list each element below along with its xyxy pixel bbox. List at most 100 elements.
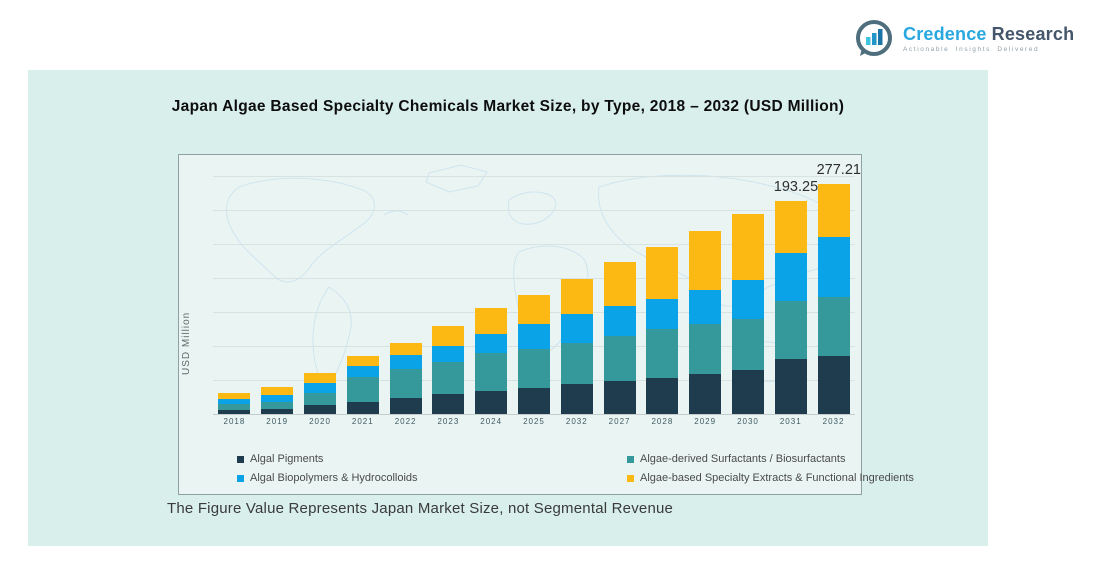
bar-segment-series-0	[560, 384, 593, 414]
bar-segment-series-0	[646, 378, 679, 414]
stacked-bar	[517, 294, 550, 414]
stacked-bar	[218, 393, 251, 414]
bar-segment-series-3	[475, 307, 508, 334]
logo-name-credence: Credence	[903, 23, 987, 44]
stacked-bar	[475, 307, 508, 414]
bar-segment-series-3	[303, 372, 336, 384]
stacked-bar	[774, 200, 807, 414]
stacked-bar	[646, 247, 679, 414]
bar-segment-series-2	[560, 314, 593, 344]
bar-segment-series-1	[689, 324, 722, 375]
bar-segment-series-1	[646, 329, 679, 379]
bar-segment-series-3	[389, 342, 422, 356]
bar-slot	[299, 155, 342, 414]
bar-segment-series-2	[432, 345, 465, 362]
bar-segment-series-0	[731, 370, 764, 414]
legend-label: Algal Pigments	[250, 453, 324, 465]
stacked-bar	[303, 372, 336, 414]
bar-segment-series-3	[346, 355, 379, 366]
bar-segment-series-1	[432, 361, 465, 395]
bar-slot	[684, 155, 727, 414]
bar-segment-series-1	[731, 318, 764, 371]
stacked-bar	[603, 262, 636, 414]
chart-title: Japan Algae Based Specialty Chemicals Ma…	[171, 98, 845, 115]
bar-segment-series-0	[303, 404, 336, 414]
bar-segment-series-1	[475, 353, 508, 391]
bar-slot	[213, 155, 256, 414]
x-tick-label: 2023	[437, 417, 460, 426]
bar-segment-series-3	[517, 294, 550, 325]
bar-segment-series-3	[774, 200, 807, 254]
legend-item: Algal Pigments	[237, 453, 617, 465]
bars-zone: 193.25 277.21	[213, 155, 861, 415]
bar-value-label: 277.21	[816, 162, 861, 179]
stacked-bar	[560, 278, 593, 414]
x-tick-label: 2032	[565, 417, 588, 426]
bar-segment-series-2	[303, 383, 336, 394]
plot-area: USD Million 193.25 277.21 2018 2019 2020 202…	[178, 154, 914, 495]
bar-slot	[427, 155, 470, 414]
bar-segment-series-0	[261, 409, 294, 414]
legend-item: Algae-based Specialty Extracts & Functio…	[627, 472, 914, 484]
bar-segment-series-0	[603, 380, 636, 414]
chart-card: Japan Algae Based Specialty Chemicals Ma…	[28, 70, 988, 546]
x-tick-label: 2025	[523, 417, 545, 426]
legend-item: Algal Biopolymers & Hydrocolloids	[237, 472, 617, 484]
bar-segment-series-3	[603, 262, 636, 307]
bar-segment-series-3	[218, 393, 251, 400]
bar-slot: 277.21	[812, 155, 861, 414]
bar-segment-series-2	[731, 280, 764, 319]
legend-label: Algal Biopolymers & Hydrocolloids	[250, 472, 418, 484]
bar-segment-series-1	[603, 336, 636, 381]
x-tick-label: 2028	[651, 417, 674, 426]
chart-legend: Algal Pigments Algae-derived Surfactants …	[237, 453, 914, 484]
bar-slot	[256, 155, 299, 414]
stacked-bar	[689, 231, 722, 414]
bar-segment-series-1	[218, 404, 251, 410]
bar-segment-series-3	[817, 184, 850, 238]
x-tick-label: 2018	[223, 417, 246, 426]
bar-segment-series-2	[346, 365, 379, 377]
bar-segment-series-1	[261, 401, 294, 410]
stacked-bar	[261, 387, 294, 414]
legend-swatch-icon	[627, 455, 634, 463]
legend-label: Algae-based Specialty Extracts & Functio…	[640, 472, 914, 484]
bar-slot	[641, 155, 684, 414]
bar-segment-series-0	[432, 394, 465, 414]
stacked-bar	[346, 355, 379, 414]
x-tick-label: 2021	[351, 417, 374, 426]
bar-segment-series-2	[774, 253, 807, 302]
legend-swatch-icon	[627, 474, 634, 482]
stacked-bar	[432, 326, 465, 414]
legend-swatch-icon	[237, 474, 244, 482]
bar-segment-series-2	[389, 355, 422, 370]
bar-segment-series-2	[517, 324, 550, 350]
bar-segment-series-0	[475, 390, 508, 414]
bar-slot	[341, 155, 384, 414]
bar-segment-series-1	[560, 343, 593, 385]
bar-slot: 193.25	[769, 155, 818, 414]
bar-segment-series-3	[731, 214, 764, 281]
bar-segment-series-1	[389, 369, 422, 399]
legend-swatch-icon	[237, 455, 244, 463]
bar-segment-series-2	[646, 298, 679, 330]
bar-chart-bubble-icon	[856, 20, 892, 56]
bar-slot	[727, 155, 770, 414]
bar-segment-series-0	[346, 401, 379, 414]
bar-segment-series-3	[432, 326, 465, 346]
bar-segment-series-0	[689, 374, 722, 414]
bar-segment-series-0	[817, 355, 850, 414]
bar-slot	[598, 155, 641, 414]
x-tick-label: 2031	[779, 417, 802, 426]
bar-segment-series-2	[475, 333, 508, 354]
bar-segment-series-2	[218, 399, 251, 405]
x-tick-label: 2020	[309, 417, 331, 426]
bar-segment-series-3	[689, 231, 722, 290]
bar-segment-series-2	[603, 306, 636, 336]
x-tick-label: 2030	[737, 417, 759, 426]
bar-segment-series-1	[817, 296, 850, 356]
legend-label: Algae-derived Surfactants / Biosurfactan…	[640, 453, 846, 465]
bar-slot	[555, 155, 598, 414]
logo-name-research: Research	[991, 23, 1075, 44]
